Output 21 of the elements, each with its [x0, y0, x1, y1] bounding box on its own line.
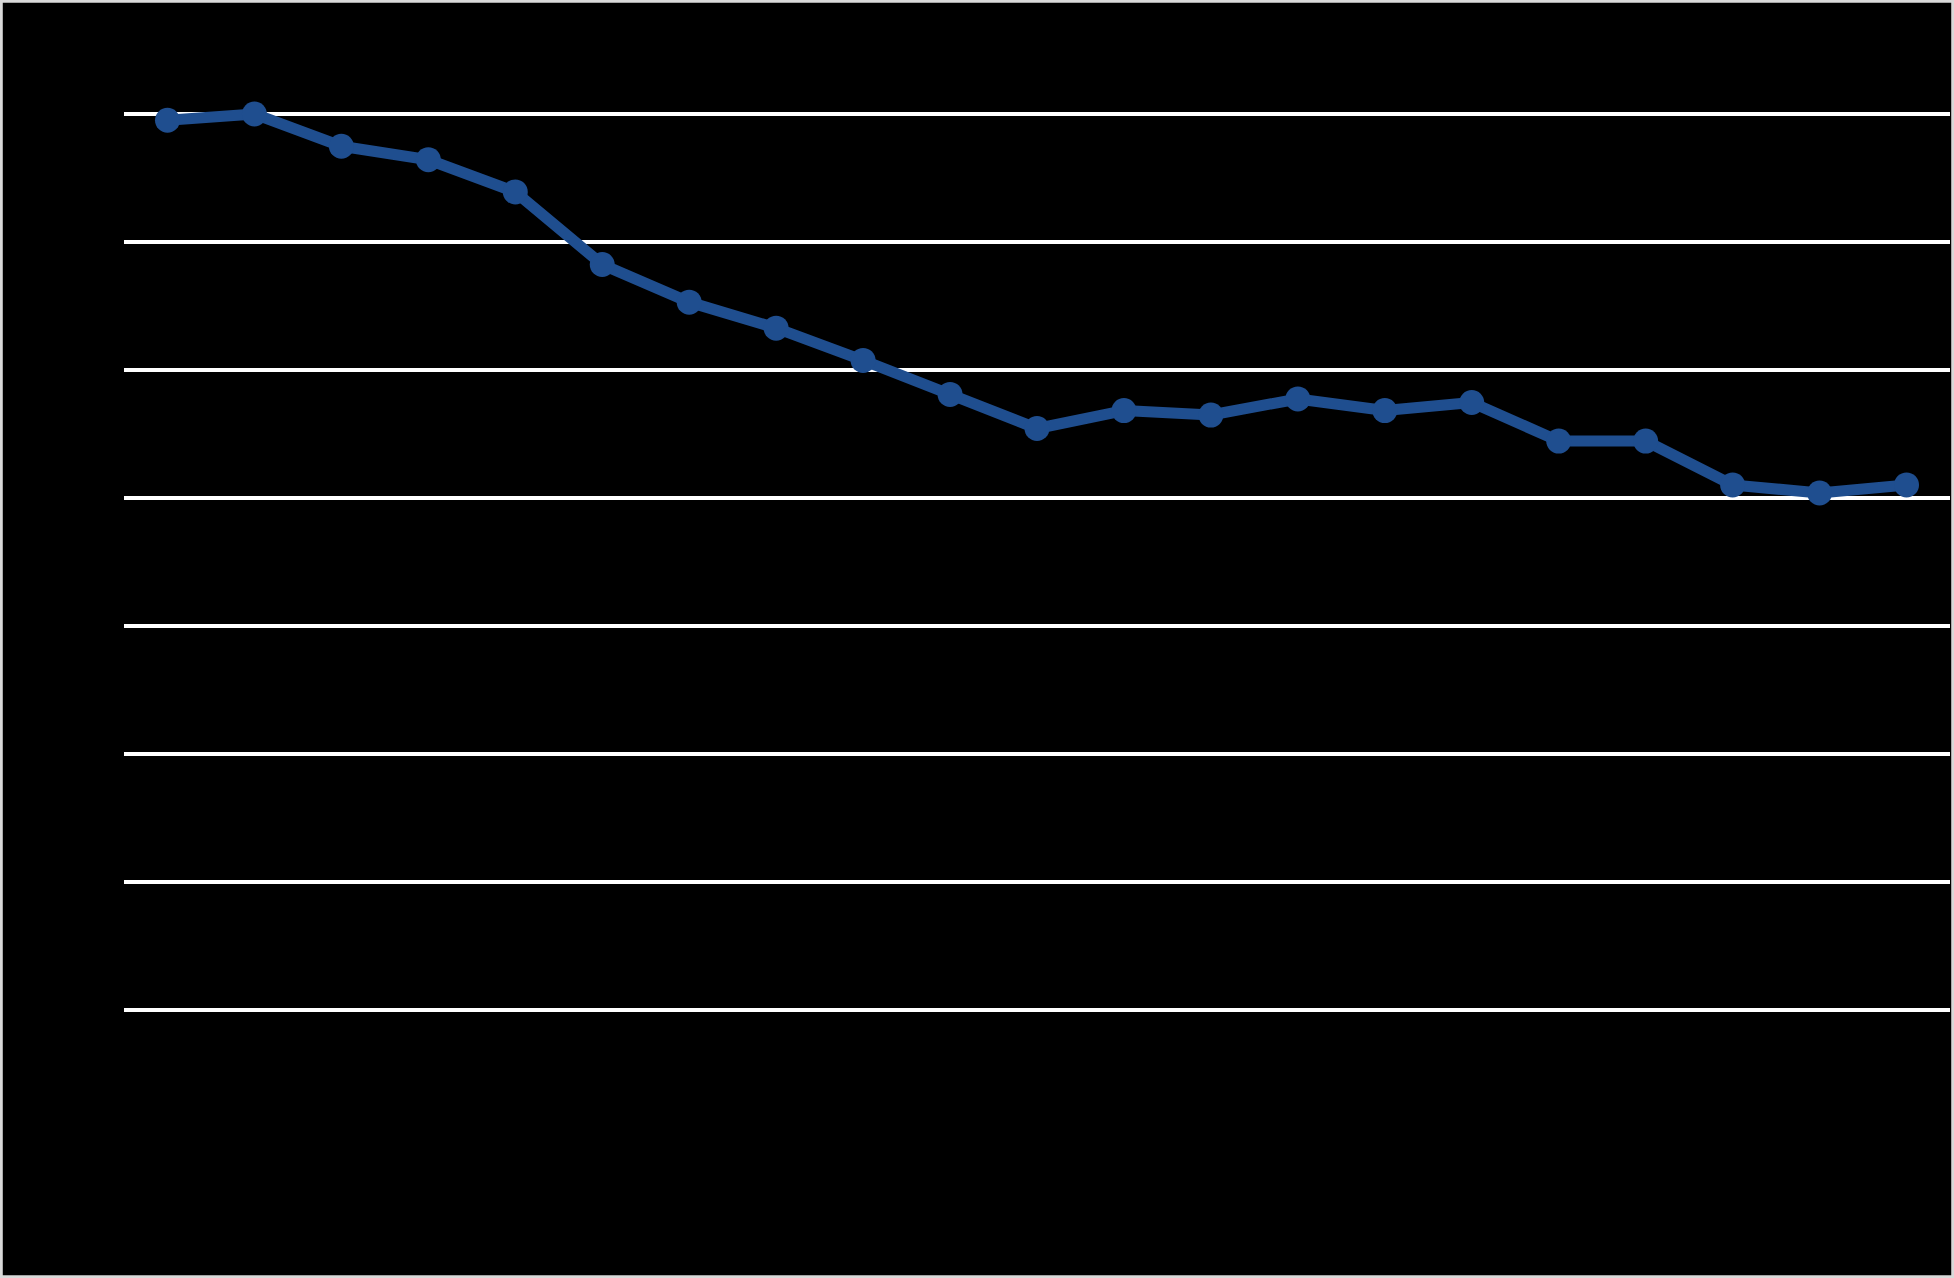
point — [502, 179, 528, 205]
point — [415, 147, 441, 173]
point — [1372, 398, 1398, 424]
point — [1285, 386, 1311, 412]
point — [1459, 390, 1485, 416]
point — [154, 107, 180, 133]
point — [676, 289, 702, 315]
point — [763, 315, 789, 341]
point — [1546, 428, 1572, 454]
point — [1720, 472, 1746, 498]
point — [241, 101, 267, 127]
point — [1633, 428, 1659, 454]
point — [850, 347, 876, 373]
point — [1894, 472, 1920, 498]
point — [937, 381, 963, 407]
point — [328, 133, 354, 159]
point — [1024, 416, 1050, 441]
point — [589, 252, 615, 278]
point — [1807, 480, 1833, 506]
point — [1198, 402, 1224, 428]
point — [1111, 398, 1137, 424]
